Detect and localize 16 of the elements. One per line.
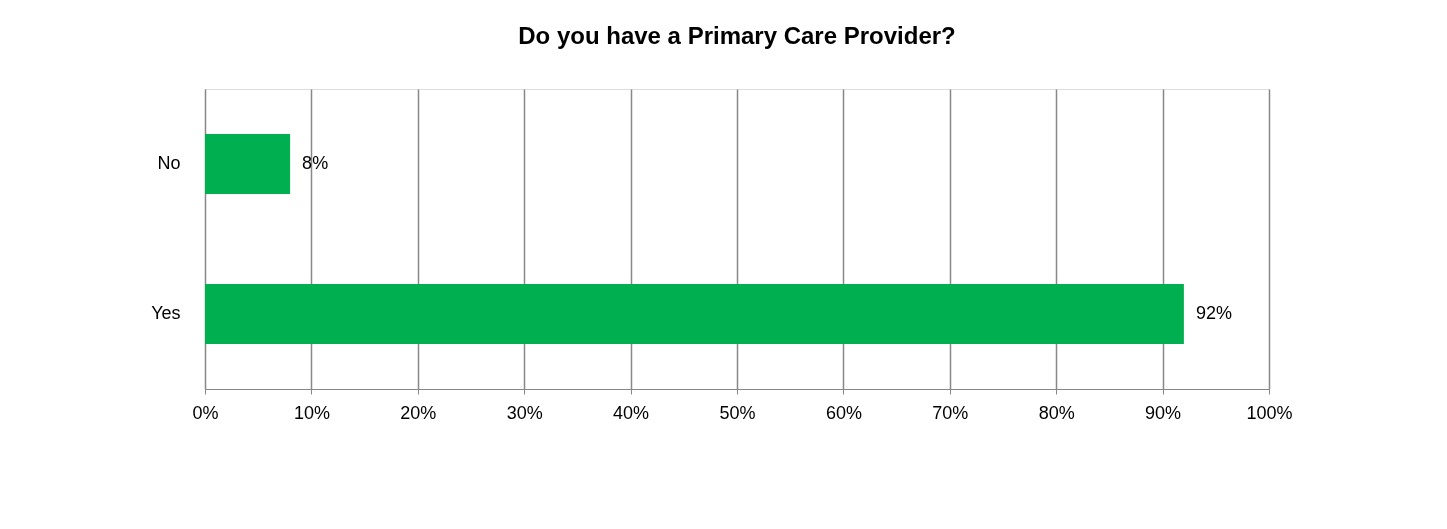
x-tick-label: 50% [719,402,756,423]
x-tick-label: 10% [293,402,330,423]
x-tick-label: 80% [1038,402,1075,423]
x-tick-label: 100% [1246,402,1293,423]
y-tick-label: No [157,153,181,173]
x-tick-label: 30% [506,402,543,423]
data-label: 8% [302,153,329,173]
y-tick-label: Yes [151,303,181,323]
x-tick-label: 60% [825,402,862,423]
x-tick-label: 20% [400,402,437,423]
x-tick-label: 90% [1145,402,1182,423]
x-tick-label: 40% [613,402,650,423]
chart-title: Do you have a Primary Care Provider? [518,22,956,49]
x-tick-label: 70% [932,402,969,423]
data-label: 92% [1195,303,1232,323]
x-tick-label: 0% [192,402,219,423]
